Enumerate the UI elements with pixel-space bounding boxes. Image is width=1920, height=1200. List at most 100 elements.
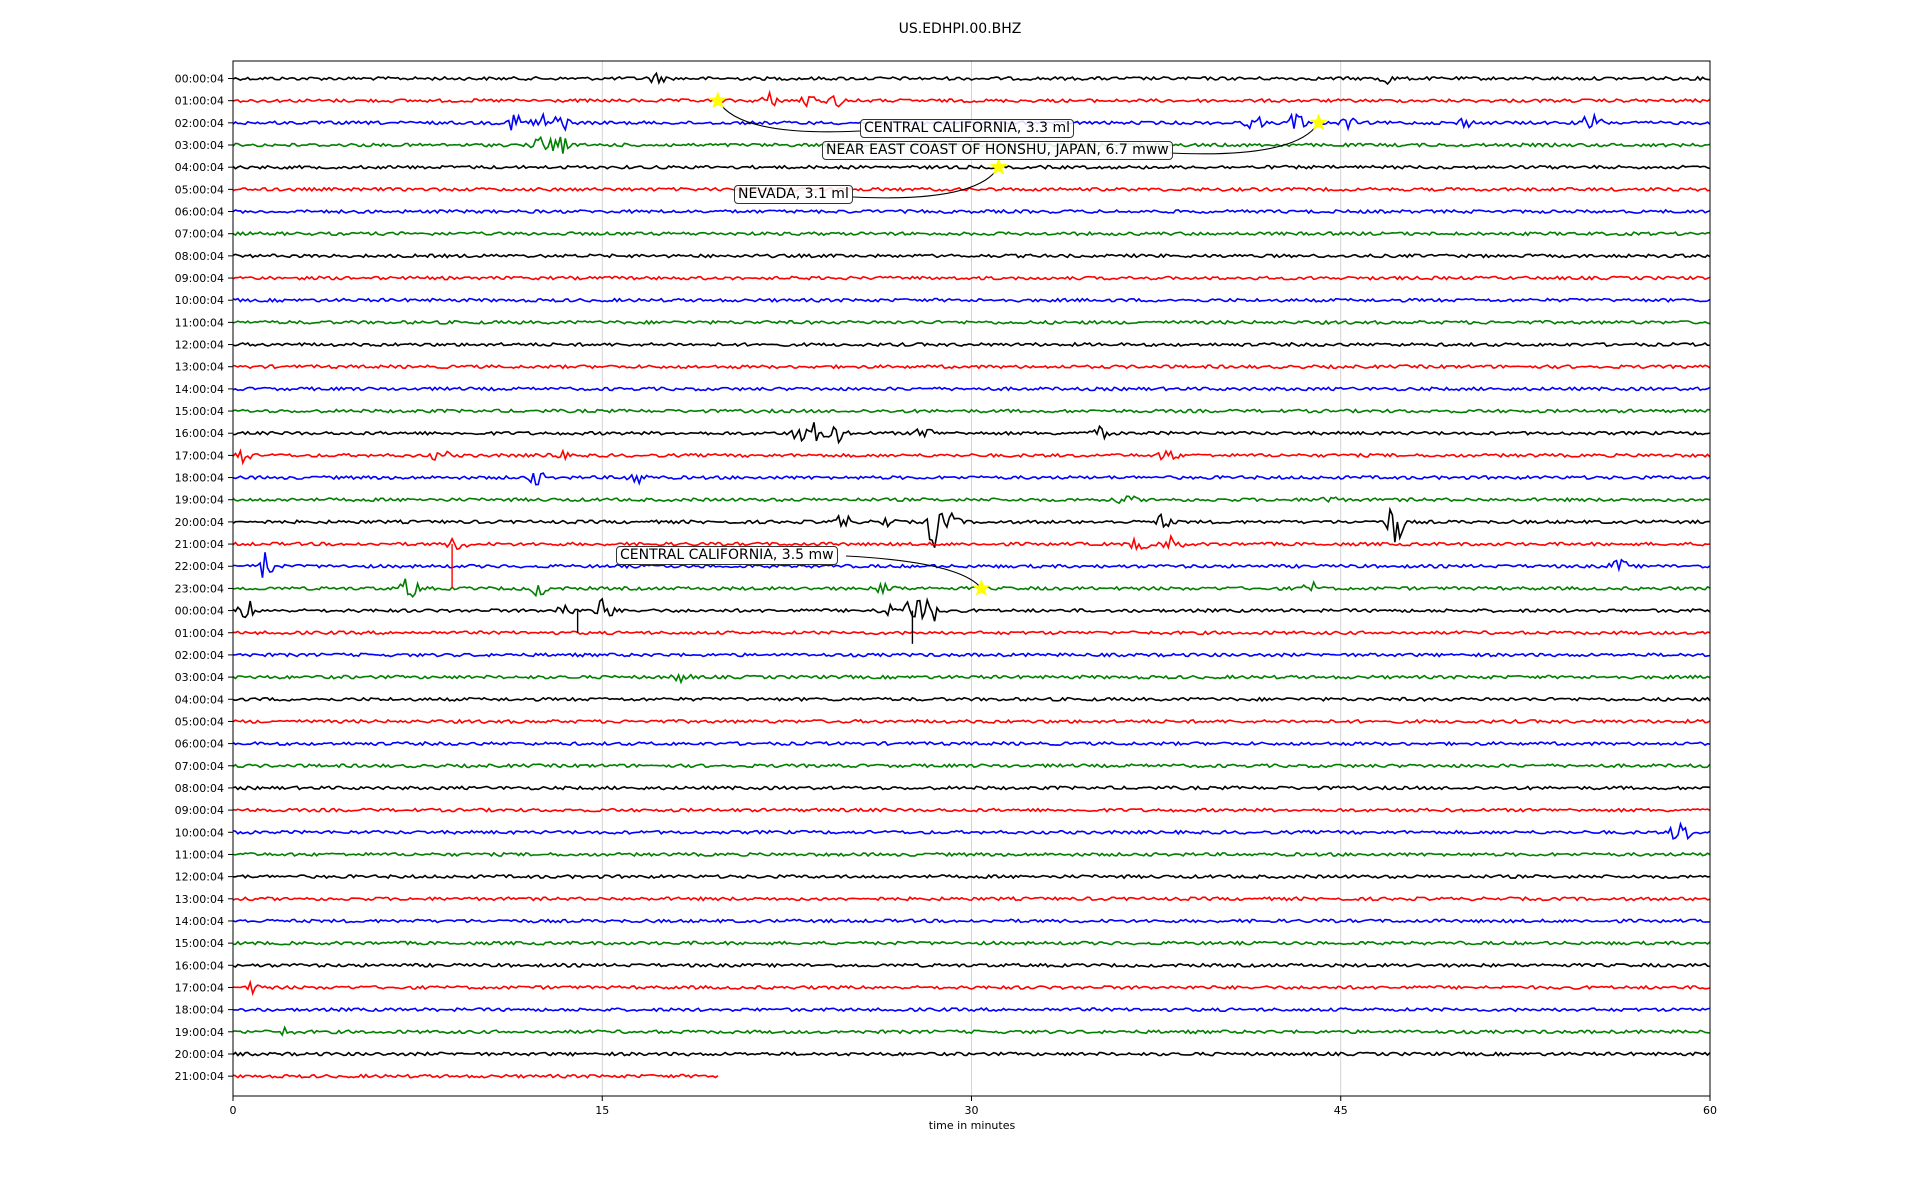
trace-row-8	[232, 253, 1711, 259]
event-star-0	[708, 91, 727, 109]
trace-row-27	[232, 672, 1711, 685]
grid-lines	[601, 61, 1342, 1096]
row-label-15: 15:00:04	[175, 405, 224, 418]
row-label-26: 02:00:04	[175, 649, 224, 662]
x-tick-label-4: 60	[1703, 1104, 1717, 1117]
row-label-43: 19:00:04	[175, 1026, 224, 1039]
event-markers	[708, 91, 1328, 597]
trace-row-34	[232, 821, 1711, 841]
trace-row-45	[232, 1073, 719, 1079]
row-label-39: 15:00:04	[175, 937, 224, 950]
row-label-40: 16:00:04	[175, 959, 224, 972]
trace-row-1	[232, 89, 1711, 109]
row-label-25: 01:00:04	[175, 627, 224, 640]
x-tick-label-3: 45	[1334, 1104, 1348, 1117]
row-label-20: 20:00:04	[175, 516, 224, 529]
trace-row-40	[232, 962, 1711, 969]
event-connector-3	[845, 555, 982, 589]
trace-row-24	[232, 596, 1711, 622]
trace-row-30	[232, 740, 1711, 747]
row-label-0: 00:00:04	[175, 73, 224, 86]
trace-row-7	[232, 230, 1711, 237]
trace-row-42	[233, 1006, 1711, 1013]
trace-row-38	[232, 918, 1711, 924]
trace-row-16	[232, 422, 1711, 445]
trace-row-41	[232, 979, 1711, 997]
trace-row-21	[232, 533, 1711, 552]
seismic-traces	[232, 71, 1711, 1079]
event-connector-2	[852, 166, 1000, 199]
row-label-10: 10:00:04	[175, 294, 224, 307]
row-label-12: 12:00:04	[175, 339, 224, 352]
row-label-2: 02:00:04	[175, 117, 224, 130]
trace-row-43	[232, 1025, 1711, 1037]
trace-row-23	[232, 578, 1711, 599]
trace-row-9	[232, 275, 1711, 281]
row-label-22: 22:00:04	[175, 560, 224, 573]
row-label-41: 17:00:04	[175, 981, 224, 994]
event-label-2: NEVADA, 3.1 ml	[734, 185, 853, 204]
event-label-1: NEAR EAST COAST OF HONSHU, JAPAN, 6.7 mw…	[822, 141, 1173, 160]
trace-row-5	[232, 186, 1711, 193]
x-tick-label-2: 30	[965, 1104, 979, 1117]
x-axis-ticks: 0 15 30 45 60	[230, 1096, 1717, 1117]
trace-row-11	[232, 319, 1711, 326]
trace-row-13	[232, 363, 1711, 370]
row-label-35: 11:00:04	[175, 848, 224, 861]
row-label-8: 08:00:04	[175, 250, 224, 263]
trace-row-22	[232, 552, 1711, 578]
row-label-19: 19:00:04	[175, 494, 224, 507]
trace-row-25	[232, 630, 1711, 636]
trace-row-17	[232, 448, 1711, 466]
row-label-33: 09:00:04	[175, 804, 224, 817]
trace-row-29	[232, 718, 1711, 725]
trace-row-31	[232, 763, 1711, 769]
trace-row-4	[232, 164, 1711, 170]
row-label-9: 09:00:04	[175, 272, 224, 285]
row-label-6: 06:00:04	[175, 206, 224, 219]
row-time-labels: 00:00:04 01:00:04 02:00:04 03:00:04 04:00:04…	[175, 73, 233, 1083]
row-label-30: 06:00:04	[175, 738, 224, 751]
row-label-42: 18:00:04	[175, 1004, 224, 1017]
row-label-13: 13:00:04	[175, 361, 224, 374]
chart-title: US.EDHPI.00.BHZ	[898, 21, 1022, 37]
row-label-36: 12:00:04	[175, 871, 224, 884]
row-label-44: 20:00:04	[175, 1048, 224, 1061]
x-tick-label-1: 15	[595, 1104, 609, 1117]
trace-row-44	[232, 1051, 1711, 1057]
trace-row-35	[232, 851, 1711, 858]
event-connector-0	[717, 100, 861, 133]
event-connector-1	[1169, 122, 1320, 155]
trace-row-33	[232, 807, 1711, 813]
row-label-17: 17:00:04	[175, 449, 224, 462]
row-label-24: 00:00:04	[175, 605, 224, 618]
trace-row-39	[233, 940, 1711, 946]
row-label-45: 21:00:04	[175, 1070, 224, 1083]
row-label-32: 08:00:04	[175, 782, 224, 795]
row-label-38: 14:00:04	[175, 915, 224, 928]
row-label-7: 07:00:04	[175, 228, 224, 241]
x-tick-label-0: 0	[230, 1104, 237, 1117]
row-label-31: 07:00:04	[175, 760, 224, 773]
trace-row-28	[232, 696, 1711, 703]
row-label-37: 13:00:04	[175, 893, 224, 906]
event-star-3	[972, 578, 991, 597]
event-label-0: CENTRAL CALIFORNIA, 3.3 ml	[860, 119, 1075, 138]
event-star-1	[1309, 113, 1328, 131]
trace-row-26	[232, 652, 1711, 658]
row-label-28: 04:00:04	[175, 693, 224, 706]
row-label-21: 21:00:04	[175, 538, 224, 551]
row-label-11: 11:00:04	[175, 316, 224, 329]
row-label-5: 05:00:04	[175, 183, 224, 196]
trace-row-0	[232, 71, 1711, 86]
trace-row-12	[232, 341, 1711, 348]
trace-row-10	[232, 297, 1711, 303]
trace-row-32	[232, 785, 1711, 791]
event-label-3: CENTRAL CALIFORNIA, 3.5 mw	[616, 546, 838, 565]
trace-row-36	[233, 873, 1711, 880]
trace-row-15	[232, 408, 1711, 414]
row-label-34: 10:00:04	[175, 826, 224, 839]
row-label-1: 01:00:04	[175, 95, 224, 108]
row-label-18: 18:00:04	[175, 472, 224, 485]
